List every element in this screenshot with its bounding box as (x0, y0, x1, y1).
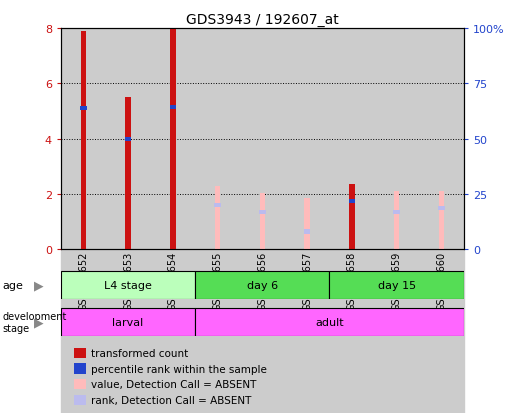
Title: GDS3943 / 192607_at: GDS3943 / 192607_at (186, 12, 339, 26)
Bar (285, 250, 330, 413)
Bar (260, 193, 265, 250)
Text: larval: larval (112, 317, 144, 327)
Bar (126, 98, 131, 250)
Text: day 6: day 6 (247, 280, 278, 290)
Bar (61, 308, 195, 336)
Bar (438, 206, 445, 211)
Bar (259, 211, 266, 215)
Bar (125, 137, 131, 142)
Bar (393, 211, 400, 215)
Bar (330, 271, 464, 299)
Text: ▶: ▶ (34, 316, 44, 329)
Bar (215, 186, 220, 250)
Text: development
stage: development stage (3, 311, 67, 333)
Bar (349, 185, 355, 250)
Text: age: age (3, 280, 23, 290)
Text: day 15: day 15 (377, 280, 416, 290)
Bar (394, 192, 399, 250)
Bar (240, 250, 285, 413)
Bar (349, 199, 355, 204)
Bar (439, 192, 444, 250)
Bar (151, 250, 195, 413)
Bar (61, 250, 105, 413)
Text: transformed count: transformed count (91, 348, 188, 358)
Bar (170, 106, 176, 110)
Bar (170, 30, 175, 250)
Bar (419, 250, 464, 413)
Bar (105, 250, 151, 413)
Bar (214, 204, 221, 208)
Text: adult: adult (315, 317, 344, 327)
Bar (61, 271, 195, 299)
Bar (195, 308, 464, 336)
Bar (195, 250, 240, 413)
Bar (195, 271, 330, 299)
Text: L4 stage: L4 stage (104, 280, 152, 290)
Bar (330, 250, 374, 413)
Bar (304, 199, 310, 250)
Bar (81, 32, 86, 250)
Text: ▶: ▶ (34, 278, 44, 292)
Text: percentile rank within the sample: percentile rank within the sample (91, 364, 267, 374)
Bar (304, 230, 311, 234)
Text: value, Detection Call = ABSENT: value, Detection Call = ABSENT (91, 380, 257, 389)
Text: rank, Detection Call = ABSENT: rank, Detection Call = ABSENT (91, 395, 252, 405)
Bar (374, 250, 419, 413)
Bar (80, 107, 86, 111)
